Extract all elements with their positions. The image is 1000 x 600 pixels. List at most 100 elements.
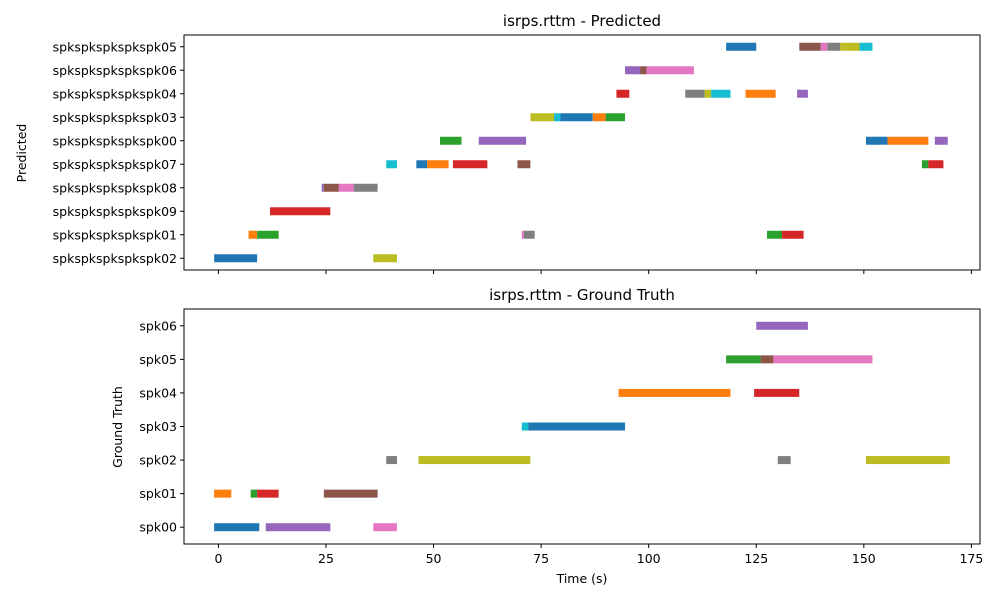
predicted-segment bbox=[214, 254, 258, 263]
predicted-segment bbox=[820, 42, 828, 51]
predicted-segment bbox=[859, 42, 873, 51]
predicted-segment bbox=[323, 183, 339, 192]
predicted-segments bbox=[214, 42, 948, 263]
predicted-y-tick-label: spkspkspkspkspk08 bbox=[53, 180, 177, 195]
predicted-panel: isrps.rttm - Predicted spkspkspkspkspk02… bbox=[14, 12, 981, 274]
predicted-y-ticks: spkspkspkspkspk02 spkspkspkspkspk01 spkspk… bbox=[53, 39, 184, 266]
predicted-y-axis-label: Predicted bbox=[14, 124, 29, 183]
ground-truth-y-tick-label: spk06 bbox=[139, 318, 177, 333]
predicted-segment bbox=[373, 254, 397, 263]
ground-truth-segments bbox=[214, 321, 950, 532]
predicted-segment bbox=[921, 160, 929, 169]
predicted-y-tick-label: spkspkspkspkspk04 bbox=[53, 86, 177, 101]
ground-truth-x-tick-label: 150 bbox=[852, 551, 876, 566]
predicted-segment bbox=[523, 230, 535, 239]
ground-truth-segment bbox=[618, 388, 731, 397]
ground-truth-segment bbox=[257, 489, 279, 498]
ground-truth-segment bbox=[418, 456, 531, 465]
ground-truth-x-tick-label: 100 bbox=[637, 551, 661, 566]
ground-truth-segment bbox=[777, 456, 791, 465]
ground-truth-segment bbox=[373, 523, 397, 532]
predicted-segment bbox=[338, 183, 354, 192]
ground-truth-x-tick-label: 175 bbox=[959, 551, 983, 566]
predicted-segment bbox=[353, 183, 378, 192]
ground-truth-segment bbox=[323, 489, 378, 498]
ground-truth-segment bbox=[386, 456, 397, 465]
predicted-segment bbox=[605, 113, 626, 122]
predicted-x-ticks bbox=[217, 270, 972, 274]
predicted-title: isrps.rttm - Predicted bbox=[503, 12, 661, 30]
predicted-segment bbox=[704, 89, 712, 98]
ground-truth-x-tick-label: 125 bbox=[744, 551, 768, 566]
ground-truth-y-tick-label: spk02 bbox=[139, 453, 177, 468]
ground-truth-segment bbox=[756, 321, 808, 330]
ground-truth-y-tick-label: spk05 bbox=[139, 352, 177, 367]
predicted-segment bbox=[517, 160, 531, 169]
ground-truth-x-tick-label: 75 bbox=[533, 551, 549, 566]
ground-truth-segment bbox=[726, 355, 761, 364]
predicted-segment bbox=[827, 42, 841, 51]
predicted-y-tick-label: spkspkspkspkspk03 bbox=[53, 110, 177, 125]
ground-truth-plot-frame bbox=[183, 308, 981, 545]
predicted-segment bbox=[767, 230, 783, 239]
predicted-segment bbox=[797, 89, 808, 98]
ground-truth-segment bbox=[760, 355, 774, 364]
ground-truth-segment bbox=[521, 422, 529, 431]
predicted-segment bbox=[625, 66, 641, 75]
predicted-segment bbox=[711, 89, 731, 98]
predicted-y-tick-label: spkspkspkspkspk02 bbox=[53, 251, 177, 266]
ground-truth-segment bbox=[754, 388, 800, 397]
ground-truth-y-tick-label: spk00 bbox=[139, 520, 177, 535]
predicted-segment bbox=[530, 113, 555, 122]
ground-truth-panel: isrps.rttm - Ground Truth spk00 spk01 spk0… bbox=[110, 286, 983, 586]
ground-truth-segment bbox=[528, 422, 626, 431]
predicted-segment bbox=[321, 183, 324, 192]
predicted-segment bbox=[640, 66, 647, 75]
predicted-y-tick-label: spkspkspkspkspk00 bbox=[53, 133, 177, 148]
predicted-segment bbox=[928, 160, 944, 169]
predicted-y-tick-label: spkspkspkspkspk01 bbox=[53, 227, 177, 242]
predicted-y-tick-label: spkspkspkspkspk09 bbox=[53, 204, 177, 219]
predicted-plot-frame bbox=[183, 34, 981, 271]
predicted-segment bbox=[592, 113, 606, 122]
predicted-segment bbox=[440, 136, 462, 145]
predicted-segment bbox=[478, 136, 527, 145]
ground-truth-segment bbox=[214, 523, 260, 532]
predicted-segment bbox=[452, 160, 488, 169]
predicted-y-tick-label: spkspkspkspkspk06 bbox=[53, 63, 177, 78]
predicted-segment bbox=[560, 113, 593, 122]
predicted-segment bbox=[257, 230, 279, 239]
predicted-segment bbox=[386, 160, 397, 169]
ground-truth-segment bbox=[773, 355, 873, 364]
x-axis-label: Time (s) bbox=[556, 571, 608, 586]
predicted-segment bbox=[799, 42, 821, 51]
ground-truth-title: isrps.rttm - Ground Truth bbox=[489, 286, 675, 304]
ground-truth-segment bbox=[250, 489, 258, 498]
predicted-segment bbox=[416, 160, 428, 169]
predicted-segment bbox=[616, 89, 630, 98]
predicted-segment bbox=[554, 113, 561, 122]
ground-truth-y-tick-label: spk04 bbox=[139, 385, 177, 400]
predicted-segment bbox=[840, 42, 860, 51]
ground-truth-y-axis-label: Ground Truth bbox=[110, 386, 125, 468]
predicted-segment bbox=[427, 160, 449, 169]
predicted-y-tick-label: spkspkspkspkspk07 bbox=[53, 157, 177, 172]
predicted-segment bbox=[745, 89, 776, 98]
predicted-segment bbox=[248, 230, 258, 239]
predicted-y-tick-label: spkspkspkspkspk05 bbox=[53, 39, 177, 54]
predicted-segment bbox=[521, 230, 524, 239]
ground-truth-x-tick-label: 25 bbox=[318, 551, 334, 566]
ground-truth-x-tick-label: 50 bbox=[426, 551, 442, 566]
ground-truth-y-tick-label: spk03 bbox=[139, 419, 177, 434]
predicted-segment bbox=[685, 89, 705, 98]
ground-truth-y-tick-label: spk01 bbox=[139, 486, 177, 501]
predicted-segment bbox=[934, 136, 948, 145]
predicted-segment bbox=[782, 230, 804, 239]
ground-truth-segment bbox=[214, 489, 232, 498]
predicted-segment bbox=[887, 136, 929, 145]
ground-truth-x-tick-label: 0 bbox=[214, 551, 222, 566]
predicted-segment bbox=[270, 207, 331, 216]
ground-truth-segment bbox=[265, 523, 331, 532]
